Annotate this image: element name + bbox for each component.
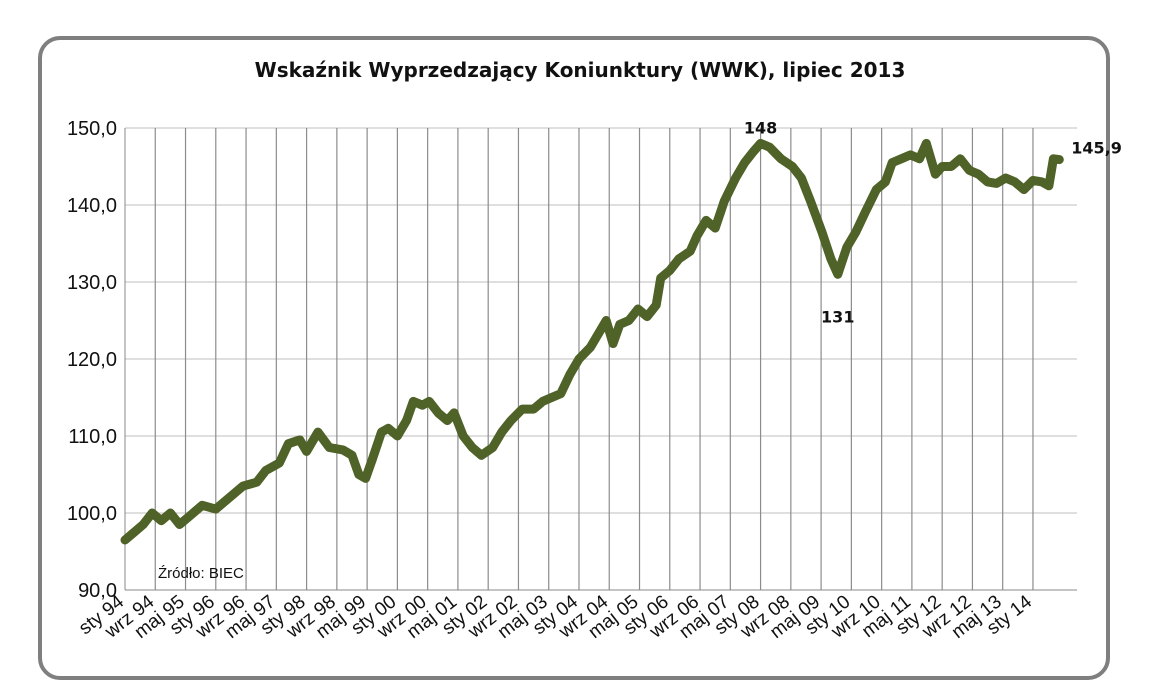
y-tick-label: 120,0 <box>67 349 117 371</box>
data-annotation: 131 <box>821 307 854 326</box>
y-tick-label: 150,0 <box>67 118 117 140</box>
y-tick-label: 130,0 <box>67 272 117 294</box>
axes <box>124 128 1077 591</box>
chart-frame <box>38 36 1110 680</box>
wwk-series-line <box>120 138 1064 545</box>
annotations: 148 131 145,9 <box>744 118 1122 326</box>
y-axis-ticks: 90,0 100,0 110,0 120,0 130,0 140,0 150,0 <box>67 118 117 602</box>
source-note: Źródło: BIEC <box>158 565 244 582</box>
y-tick-label: 110,0 <box>68 426 117 448</box>
y-tick-label: 140,0 <box>67 195 117 217</box>
data-annotation: 145,9 <box>1071 139 1122 158</box>
chart-title: Wskaźnik Wyprzedzający Koniunktury (WWK)… <box>254 58 906 82</box>
y-tick-label: 100,0 <box>67 503 117 525</box>
data-annotation: 148 <box>744 118 777 137</box>
vertical-gridlines <box>125 127 1077 590</box>
y-tick-label: 90,0 <box>78 580 117 602</box>
